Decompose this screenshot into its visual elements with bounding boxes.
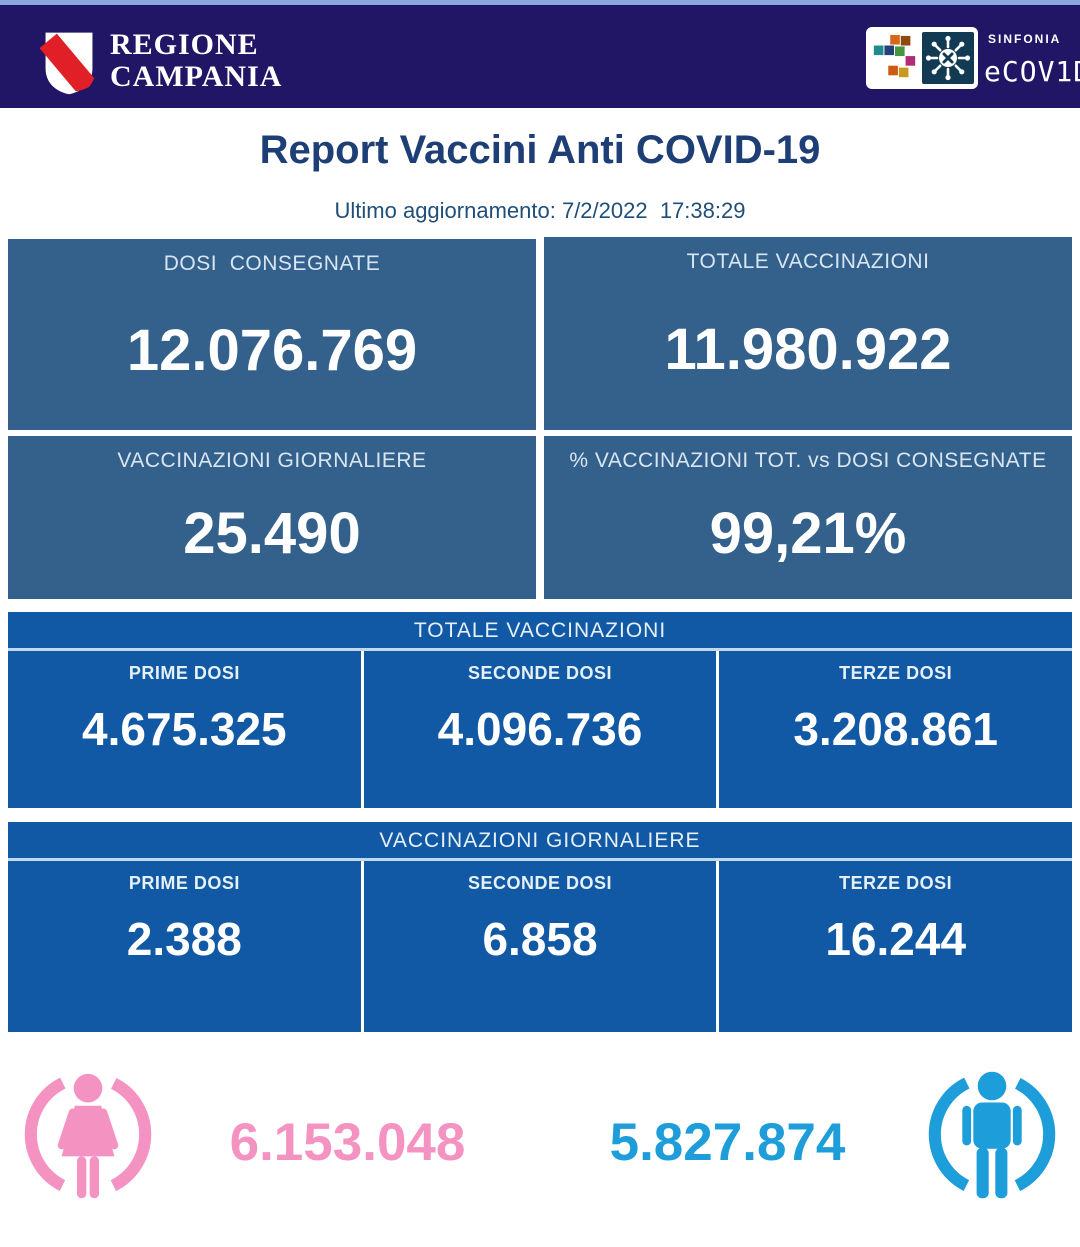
dose-label: PRIME DOSI bbox=[128, 663, 240, 683]
male-total-value: 5.827.874 bbox=[609, 1113, 846, 1172]
campania-shield-icon bbox=[40, 30, 98, 96]
section-columns: PRIME DOSI 4.675.325 SECONDE DOSI 4.096.… bbox=[8, 651, 1073, 808]
section-separator bbox=[8, 858, 1072, 861]
kpi-label: DOSI CONSEGNATE bbox=[163, 252, 381, 275]
dose-value: 4.096.736 bbox=[437, 703, 643, 755]
kpi-value: 12.076.769 bbox=[126, 317, 418, 383]
sinfonia-label: SINFONIA bbox=[988, 32, 1062, 46]
dose-label: SECONDE DOSI bbox=[467, 663, 613, 683]
region-name-line1: REGIONE bbox=[110, 28, 259, 61]
dose-label: TERZE DOSI bbox=[839, 873, 953, 893]
sinfonia-squares-icon bbox=[870, 32, 920, 84]
dose-value: 6.858 bbox=[482, 913, 598, 965]
section-vaccinazioni-giornaliere: VACCINAZIONI GIORNALIERE PRIME DOSI 2.38… bbox=[8, 822, 1073, 1032]
kpi-label: TOTALE VACCINAZIONI bbox=[686, 250, 930, 273]
section-totale-vaccinazioni: TOTALE VACCINAZIONI PRIME DOSI 4.675.325… bbox=[8, 612, 1073, 808]
dose-label: TERZE DOSI bbox=[839, 663, 953, 683]
region-name-line2: CAMPANIA bbox=[110, 60, 283, 93]
dose-value: 2.388 bbox=[126, 913, 242, 965]
dose-column-terze: TERZE DOSI 3.208.861 bbox=[719, 651, 1073, 808]
virus-icon bbox=[922, 32, 974, 84]
section-separator bbox=[8, 648, 1072, 651]
kpi-box-vaccinazioni-giornaliere: VACCINAZIONI GIORNALIERE 25.490 bbox=[8, 436, 536, 599]
dose-label: PRIME DOSI bbox=[128, 873, 240, 893]
dose-column-terze: TERZE DOSI 16.244 bbox=[719, 861, 1073, 1032]
kpi-label: % VACCINAZIONI TOT. vs DOSI CONSEGNATE bbox=[569, 449, 1047, 472]
dose-value: 16.244 bbox=[825, 913, 967, 965]
male-icon bbox=[928, 1071, 1056, 1199]
dose-column-seconde: SECONDE DOSI 6.858 bbox=[363, 861, 717, 1032]
section-title: TOTALE VACCINAZIONI bbox=[8, 612, 1072, 648]
sinfonia-ecovid-badge bbox=[866, 27, 978, 89]
page-title: Report Vaccini Anti COVID-19 bbox=[259, 128, 821, 172]
kpi-value: 11.980.922 bbox=[664, 316, 952, 382]
female-total-value: 6.153.048 bbox=[229, 1113, 466, 1172]
last-updated: Ultimo aggiornamento: 7/2/2022 17:38:29 bbox=[334, 198, 746, 223]
ecovid-label: eCOV1D bbox=[984, 55, 1080, 88]
header-bar: REGIONE CAMPANIA bbox=[0, 5, 1080, 108]
female-icon bbox=[24, 1071, 152, 1199]
section-columns: PRIME DOSI 2.388 SECONDE DOSI 6.858 TERZ… bbox=[8, 861, 1073, 1032]
dose-value: 3.208.861 bbox=[793, 703, 998, 755]
top-accent-strip bbox=[0, 0, 1080, 5]
dose-column-prime: PRIME DOSI 4.675.325 bbox=[8, 651, 361, 808]
kpi-box-totale-vaccinazioni: TOTALE VACCINAZIONI 11.980.922 bbox=[544, 237, 1072, 430]
dose-column-prime: PRIME DOSI 2.388 bbox=[8, 861, 361, 1032]
kpi-label: VACCINAZIONI GIORNALIERE bbox=[117, 449, 427, 472]
kpi-value: 25.490 bbox=[183, 500, 361, 566]
kpi-value: 99,21% bbox=[709, 500, 907, 566]
kpi-box-dosi-consegnate: DOSI CONSEGNATE 12.076.769 bbox=[8, 239, 536, 430]
dose-value: 4.675.325 bbox=[82, 703, 287, 755]
dose-label: SECONDE DOSI bbox=[467, 873, 613, 893]
region-name: REGIONE CAMPANIA bbox=[110, 29, 282, 93]
dose-column-seconde: SECONDE DOSI 4.096.736 bbox=[363, 651, 717, 808]
section-title: VACCINAZIONI GIORNALIERE bbox=[8, 822, 1072, 858]
kpi-box-percent-vaccinazioni: % VACCINAZIONI TOT. vs DOSI CONSEGNATE 9… bbox=[544, 436, 1072, 599]
